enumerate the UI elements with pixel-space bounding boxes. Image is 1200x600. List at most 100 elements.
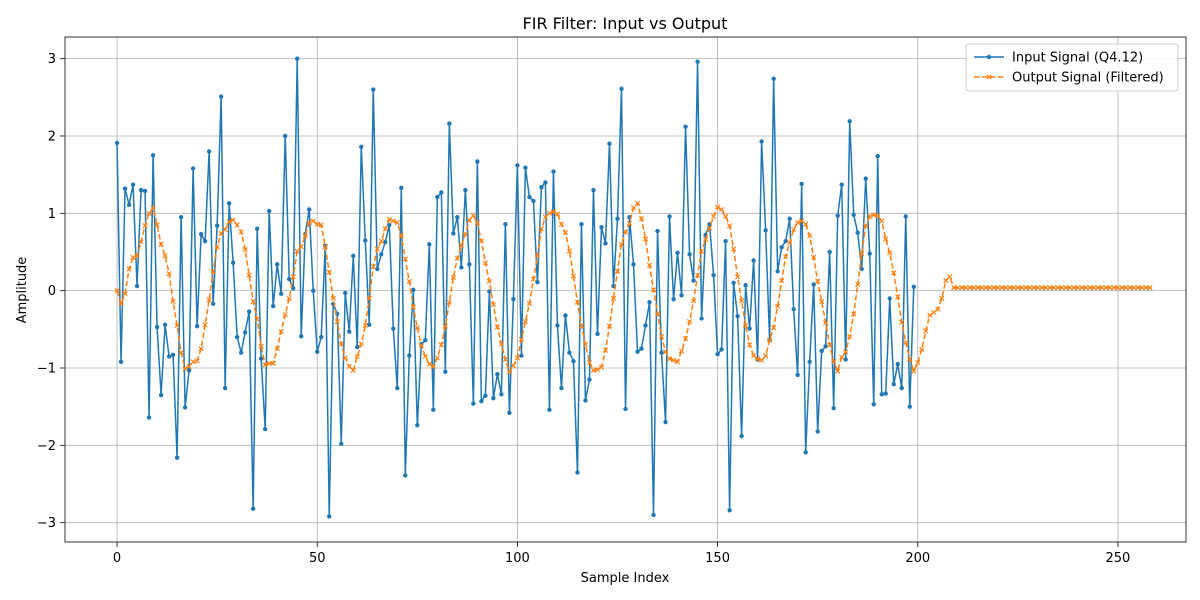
output-data-point [558,221,565,227]
output-data-point [927,312,933,319]
output-data-point [1031,284,1037,291]
input-data-point [859,266,864,272]
output-data-point [1095,284,1101,291]
output-data-point [470,213,476,219]
input-data-point [226,201,232,206]
output-data-point [214,243,220,250]
output-data-point [987,284,993,291]
output-data-point [506,369,513,375]
y-tick-label: 1 [48,207,56,222]
input-data-point [210,301,216,307]
output-data-point [606,323,613,329]
input-data-point [603,241,608,246]
output-data-point [995,284,1001,291]
y-tick-label: −2 [37,439,56,454]
output-data-point [190,359,196,365]
output-data-point [178,349,184,356]
output-data-point [570,273,577,279]
output-data-point [678,348,685,354]
input-data-point [599,225,604,230]
input-data-point [118,359,124,365]
input-data-point [363,238,368,243]
input-data-point [695,59,700,64]
output-data-point [694,272,701,278]
output-data-point [1059,284,1065,291]
input-data-point [234,334,240,340]
input-data-point [403,473,408,478]
output-data-point [1011,284,1017,291]
output-data-point [378,238,384,244]
output-data-point [158,241,164,247]
input-data-point [158,392,164,398]
output-data-point [795,219,801,226]
chart-title: FIR Filter: Input vs Output [523,14,728,33]
output-data-point [494,324,501,330]
input-data-point [851,212,856,218]
input-data-point [771,76,776,81]
legend-box [965,43,1179,92]
input-data-point [579,221,584,227]
input-data-point [499,392,504,397]
output-data-point [871,212,877,218]
output-data-point [150,205,156,211]
output-data-point [590,367,597,373]
output-data-point [1103,284,1109,291]
legend-input-marker [986,54,992,60]
input-data-point [783,238,788,244]
output-data-point [630,205,637,211]
output-data-point [302,233,308,239]
input-data-point [759,139,764,144]
input-data-point [391,326,396,331]
output-data-point [578,322,585,329]
output-data-point [827,342,833,348]
input-data-point [547,407,552,412]
input-data-point [667,214,672,219]
output-data-point [282,312,288,318]
output-data-point [742,322,749,329]
input-data-point [663,419,668,425]
input-data-point [126,202,132,208]
output-data-point [386,216,392,223]
output-data-point [931,309,937,315]
input-data-point [867,251,872,256]
input-data-point [883,391,888,396]
output-data-point [306,219,312,226]
output-data-point [242,247,248,253]
output-data-point [498,341,505,347]
output-data-point [230,217,236,223]
input-data-point [471,401,476,406]
input-data-point [523,165,528,170]
output-data-point [210,268,216,274]
input-data-point [254,226,260,231]
output-data-point [354,353,360,360]
input-data-point [475,159,480,164]
output-data-point [298,243,304,250]
y-axis-label: Amplitude [15,257,30,324]
output-data-point [154,222,160,228]
input-data-point [551,169,556,174]
input-data-point [246,309,252,314]
output-data-point [462,231,468,237]
output-data-point [418,342,424,349]
input-data-point [687,252,692,257]
input-data-point [799,181,804,187]
input-data-point [643,323,648,328]
input-data-point [727,508,732,513]
output-data-point [887,250,893,256]
input-data-point [443,369,448,375]
output-data-point [162,253,168,259]
output-data-point [174,322,180,329]
output-data-point [186,363,192,370]
legend-input-label: Input Signal (Q4.12) [1012,51,1143,66]
input-data-point [675,250,680,255]
output-data-point [322,243,328,250]
output-data-point [206,297,212,303]
output-data-point [670,357,677,363]
legend: Input Signal (Q4.12) Output Signal (Filte… [965,43,1179,92]
input-data-point [803,450,808,455]
input-data-point [619,86,624,92]
output-data-point [867,213,873,220]
output-data-point [1115,284,1121,291]
output-data-point [714,204,721,210]
output-data-point [254,316,260,322]
